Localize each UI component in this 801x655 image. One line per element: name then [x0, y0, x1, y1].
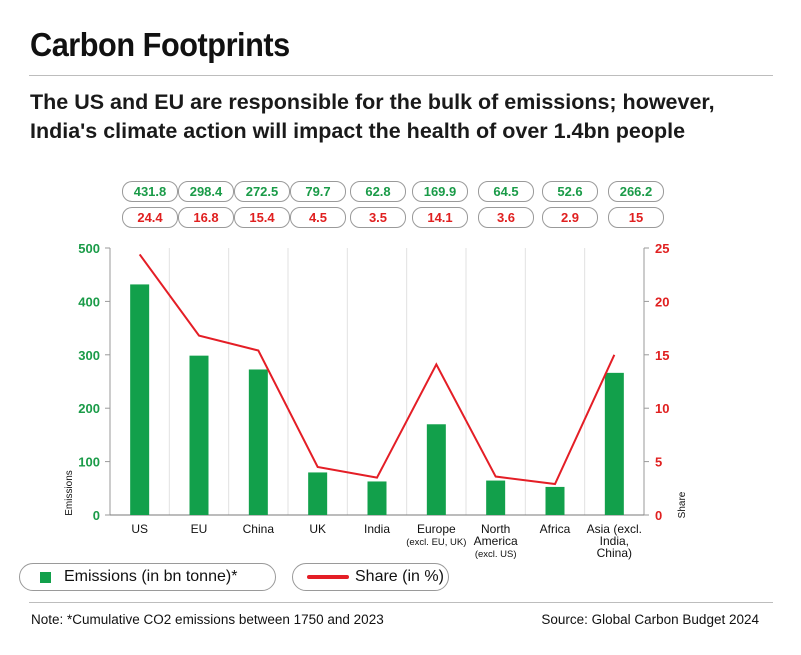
page-subtitle: The US and EU are responsible for the bu…	[30, 88, 780, 146]
y2-tick-label: 10	[655, 401, 669, 416]
emissions-value-label: 298.4	[178, 181, 234, 202]
y2-tick-label: 5	[655, 455, 662, 470]
y-tick-label: 200	[78, 401, 100, 416]
x-tick-label: Africa	[540, 522, 571, 536]
y-axis-title: Emissions	[64, 470, 75, 516]
share-line	[138, 253, 616, 486]
x-tick-label: EU	[191, 522, 208, 536]
x-tick-label: UK	[309, 522, 326, 536]
emissions-value-label: 272.5	[234, 181, 290, 202]
emissions-bar	[248, 369, 268, 515]
footer-divider	[29, 602, 773, 603]
footer-source: Source: Global Carbon Budget 2024	[541, 612, 759, 627]
emissions-bar	[545, 486, 565, 515]
x-tick-label: US	[131, 522, 148, 536]
legend-share: Share (in %)	[292, 563, 449, 591]
share-value-label: 2.9	[542, 207, 598, 228]
emissions-bar	[367, 481, 387, 515]
share-value-label: 15.4	[234, 207, 290, 228]
y-tick-label: 0	[93, 508, 100, 523]
share-value-label: 4.5	[290, 207, 346, 228]
subtitle-line-2: India's climate action will impact the h…	[30, 119, 686, 143]
y2-tick-label: 20	[655, 294, 669, 309]
emissions-value-label: 169.9	[412, 181, 468, 202]
title-divider	[29, 75, 773, 76]
emissions-value-label: 64.5	[478, 181, 534, 202]
x-tick-label: China	[243, 522, 275, 536]
emissions-value-label: 266.2	[608, 181, 664, 202]
y2-tick-label: 15	[655, 348, 669, 363]
emissions-value-label: 79.7	[290, 181, 346, 202]
share-value-label: 3.5	[350, 207, 406, 228]
share-value-label: 14.1	[412, 207, 468, 228]
emissions-value-label: 62.8	[350, 181, 406, 202]
emissions-bar	[426, 424, 446, 515]
y-tick-label: 100	[78, 455, 100, 470]
x-tick-label: India	[364, 522, 390, 536]
legend-emissions-label: Emissions (in bn tonne)*	[64, 568, 238, 585]
y-tick-label: 300	[78, 348, 100, 363]
y-tick-label: 500	[78, 241, 100, 256]
share-value-label: 3.6	[478, 207, 534, 228]
x-tick-label: Asia (excl. India, China)	[587, 522, 642, 560]
y2-axis-title: Share	[677, 491, 688, 518]
emissions-bar	[189, 355, 209, 515]
share-value-label: 15	[608, 207, 664, 228]
footer-note: Note: *Cumulative CO2 emissions between …	[31, 612, 384, 627]
emissions-value-label: 52.6	[542, 181, 598, 202]
share-value-label: 16.8	[178, 207, 234, 228]
y2-tick-label: 25	[655, 241, 669, 256]
emissions-value-label: 431.8	[122, 181, 178, 202]
share-value-label: 24.4	[122, 207, 178, 228]
x-tick-label: Europe (excl. EU, UK)	[406, 522, 466, 548]
y-tick-label: 400	[78, 294, 100, 309]
subtitle-line-1: The US and EU are responsible for the bu…	[30, 90, 715, 114]
emissions-bar	[486, 480, 506, 515]
legend-emissions: Emissions (in bn tonne)*	[19, 563, 276, 591]
share-swatch	[307, 575, 349, 579]
emissions-swatch	[40, 572, 51, 583]
emissions-bar	[308, 472, 328, 515]
x-tick-label: North America (excl. US)	[474, 522, 518, 560]
page-title: Carbon Footprints	[30, 26, 290, 63]
emissions-bar	[604, 372, 624, 515]
emissions-share-chart: 0 100 200 300 400 500 0 5 10 15 20 25 Emissions Share…	[64, 241, 688, 560]
legend-share-label: Share (in %)	[355, 568, 444, 585]
y2-tick-label: 0	[655, 508, 662, 523]
emissions-bar	[130, 284, 150, 515]
